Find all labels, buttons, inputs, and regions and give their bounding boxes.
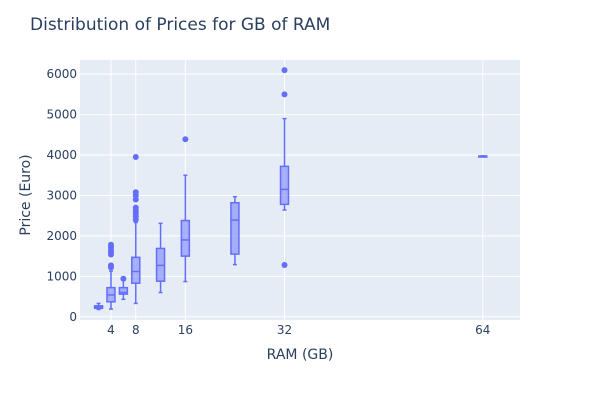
x-tick-label: 64: [475, 323, 490, 337]
box-item: [131, 154, 141, 305]
box-item: [180, 136, 191, 283]
box-body: [180, 219, 191, 257]
box-body: [279, 165, 290, 206]
plot-background: [80, 60, 520, 320]
box-item: [230, 195, 240, 266]
box-outlier-point: [120, 275, 127, 282]
box-outlier-point: [132, 154, 139, 161]
y-tick-label: 3000: [46, 188, 77, 202]
box-item: [478, 155, 488, 158]
chart-title: Distribution of Prices for GB of RAM: [30, 15, 330, 35]
box-item: [279, 67, 290, 269]
x-tick-label: 32: [277, 323, 292, 337]
x-axis-ticks: 4 8 16 32 64: [107, 323, 490, 337]
box-body: [118, 286, 129, 295]
y-tick-label: 2000: [46, 229, 77, 243]
box-outlier-point: [281, 262, 288, 269]
x-tick-label: 16: [178, 323, 193, 337]
box-outlier-point: [107, 262, 114, 269]
y-tick-label: 0: [69, 310, 77, 324]
box-item: [155, 222, 166, 294]
x-tick-label: 4: [107, 323, 115, 337]
box-body: [230, 201, 240, 255]
box-item: [118, 275, 129, 301]
gridlines: [80, 60, 520, 320]
box-series: [93, 67, 488, 311]
box-body: [131, 256, 141, 284]
box-item: [93, 302, 104, 311]
box-outlier-point: [107, 241, 114, 248]
y-tick-label: 1000: [46, 269, 77, 283]
y-tick-label: 5000: [46, 108, 77, 122]
box-outlier-point: [132, 189, 139, 196]
box-outlier-point: [182, 136, 189, 143]
box-outlier-point: [281, 91, 288, 98]
box-item: [106, 241, 116, 310]
box-outlier-point: [281, 67, 288, 74]
y-tick-label: 4000: [46, 148, 77, 162]
y-tick-label: 6000: [46, 67, 77, 81]
x-tick-label: 8: [132, 323, 140, 337]
y-axis-title: Price (Euro): [18, 154, 34, 235]
x-axis-title: RAM (GB): [267, 347, 334, 363]
y-axis-ticks: 0 1000 2000 3000 4000 5000 6000: [46, 67, 77, 324]
box-outlier-point: [132, 204, 139, 211]
